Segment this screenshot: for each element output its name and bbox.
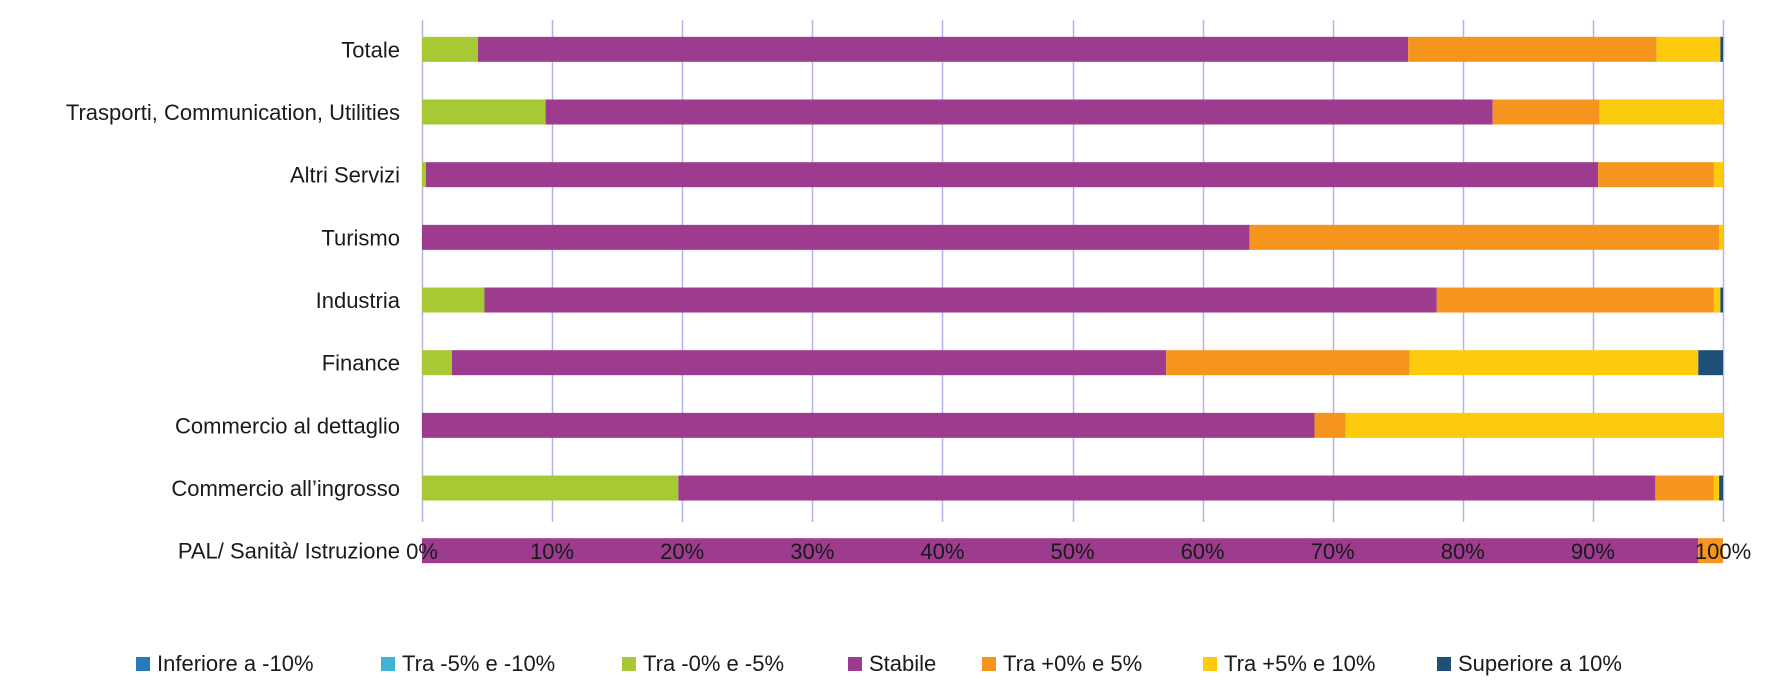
legend-label: Tra +0% e 5% bbox=[1003, 651, 1142, 676]
legend-swatch bbox=[136, 657, 150, 671]
category-label: Totale bbox=[341, 37, 400, 62]
legend-swatch bbox=[1437, 657, 1451, 671]
legend-swatch bbox=[848, 657, 862, 671]
bar-segment bbox=[1713, 475, 1720, 501]
category-labels: Totale Trasporti, Communication, Utilitie… bbox=[66, 37, 401, 563]
x-tick-label: 100% bbox=[1695, 539, 1751, 564]
category-label: PAL/ Sanità/ Istruzione bbox=[178, 539, 400, 564]
bar-segment bbox=[422, 287, 485, 313]
category-label: Trasporti, Communication, Utilities bbox=[66, 100, 400, 125]
bar-segment bbox=[545, 99, 1493, 125]
bar-segment bbox=[1698, 538, 1723, 564]
bar-segment bbox=[1720, 287, 1723, 313]
legend-swatch bbox=[1203, 657, 1217, 671]
bars bbox=[422, 36, 1723, 564]
bar-segment bbox=[425, 162, 1599, 188]
x-tick-label: 80% bbox=[1441, 539, 1485, 564]
bar-segment bbox=[1719, 475, 1723, 501]
legend-swatch bbox=[622, 657, 636, 671]
legend-label: Inferiore a -10% bbox=[157, 651, 314, 676]
bar-segment bbox=[1720, 36, 1723, 62]
bar-segment bbox=[422, 350, 452, 376]
x-tick-label: 70% bbox=[1311, 539, 1355, 564]
bar-segment bbox=[422, 475, 679, 501]
bar-segment bbox=[1713, 162, 1723, 188]
legend: Inferiore a -10% Tra -5% e -10% Tra -0% e … bbox=[136, 651, 1622, 676]
bar-segment bbox=[422, 224, 1250, 250]
bar-segment bbox=[1713, 287, 1721, 313]
bar-segment bbox=[1719, 224, 1723, 250]
x-tick-label: 10% bbox=[530, 539, 574, 564]
bar-segment bbox=[422, 412, 1315, 438]
bar-segment bbox=[451, 350, 1167, 376]
bar-segment bbox=[1436, 287, 1714, 313]
bar-segment bbox=[1249, 224, 1720, 250]
bar-segment bbox=[1345, 412, 1723, 438]
bar-segment bbox=[1492, 99, 1600, 125]
x-tick-label: 20% bbox=[660, 539, 704, 564]
x-tick-label: 60% bbox=[1181, 539, 1225, 564]
bar-segment bbox=[484, 287, 1437, 313]
bar-segment bbox=[678, 475, 1656, 501]
bar-segment bbox=[477, 36, 1409, 62]
bar-segment bbox=[1314, 412, 1346, 438]
x-tick-label: 40% bbox=[920, 539, 964, 564]
bar-segment bbox=[1166, 350, 1410, 376]
bar-segment bbox=[1656, 36, 1721, 62]
legend-label: Tra -0% e -5% bbox=[643, 651, 784, 676]
gridlines bbox=[421, 20, 1725, 522]
category-label: Commercio al dettaglio bbox=[175, 413, 400, 438]
bar-segment bbox=[1408, 36, 1657, 62]
bar-segment bbox=[422, 538, 1699, 564]
bar-segment bbox=[1599, 99, 1723, 125]
bar-segment bbox=[1598, 162, 1714, 188]
category-label: Altri Servizi bbox=[290, 163, 400, 188]
x-axis-tick-labels: 0% 10% 20% 30% 40% 50% 60% 70% 80% 90% 100% bbox=[406, 539, 1751, 564]
legend-label: Superiore a 10% bbox=[1458, 651, 1622, 676]
bar-segment bbox=[422, 99, 546, 125]
bar-segment bbox=[1409, 350, 1699, 376]
legend-swatch bbox=[381, 657, 395, 671]
category-label: Industria bbox=[316, 288, 401, 313]
legend-label: Tra -5% e -10% bbox=[402, 651, 555, 676]
x-tick-label: 90% bbox=[1571, 539, 1615, 564]
legend-label: Tra +5% e 10% bbox=[1224, 651, 1375, 676]
legend-swatch bbox=[982, 657, 996, 671]
bar-segment bbox=[1655, 475, 1714, 501]
category-label: Finance bbox=[322, 351, 400, 376]
x-tick-label: 0% bbox=[406, 539, 438, 564]
x-tick-label: 30% bbox=[790, 539, 834, 564]
category-label: Commercio all’ingrosso bbox=[171, 476, 400, 501]
bar-segment bbox=[422, 36, 478, 62]
x-tick-label: 50% bbox=[1050, 539, 1094, 564]
bar-segment bbox=[1698, 350, 1723, 376]
bar-segment bbox=[422, 162, 426, 188]
category-label: Turismo bbox=[321, 225, 400, 250]
legend-label: Stabile bbox=[869, 651, 936, 676]
